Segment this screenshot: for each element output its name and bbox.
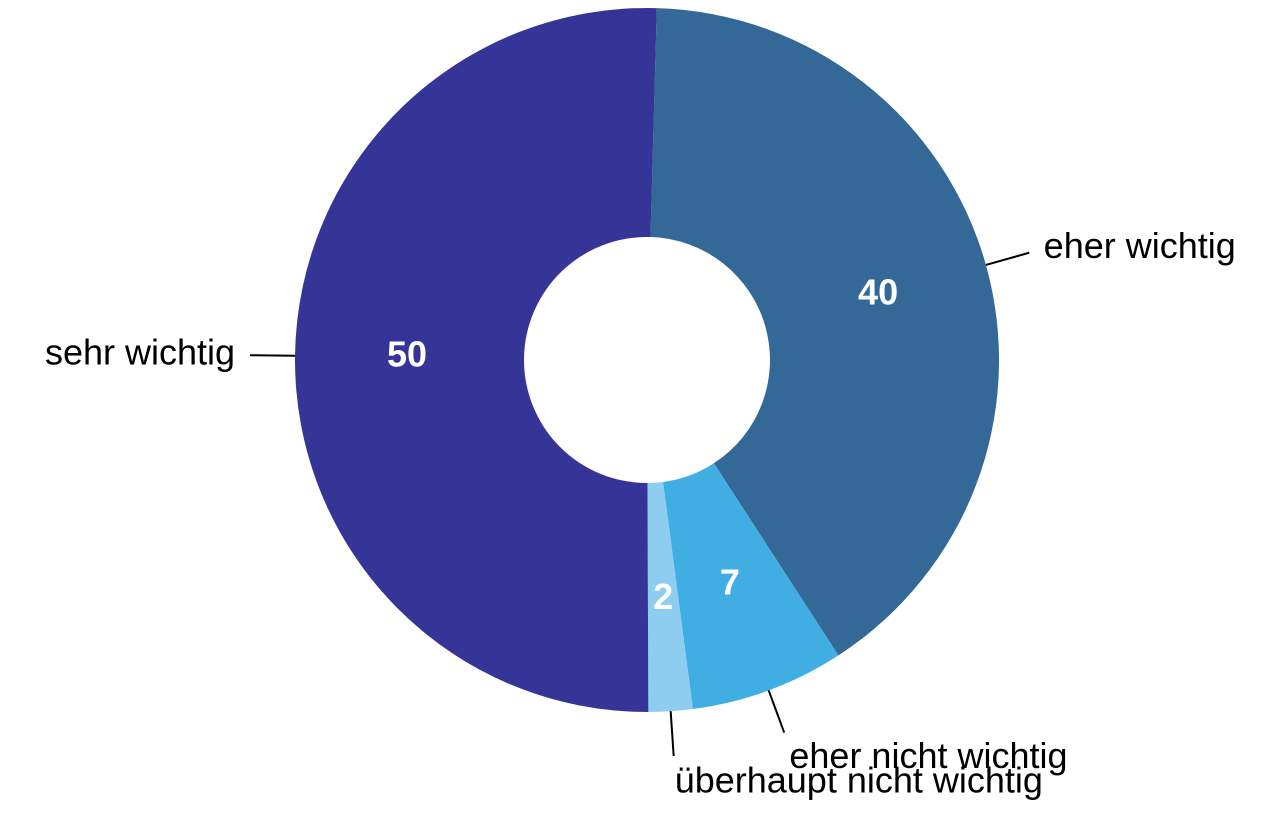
donut-slice xyxy=(650,8,999,656)
category-label: eher nicht wichtig xyxy=(789,735,1067,776)
leader-line xyxy=(250,354,296,357)
leader-line xyxy=(985,251,1030,266)
donut-slice xyxy=(647,481,693,712)
category-label: überhaupt nicht wichtig xyxy=(675,760,1043,801)
leader-line xyxy=(767,689,786,733)
value-label: 50 xyxy=(387,334,427,375)
donut-slice xyxy=(663,463,839,709)
category-label: sehr wichtig xyxy=(45,332,235,373)
value-label: 40 xyxy=(858,272,898,313)
donut-slice xyxy=(295,8,657,713)
leader-line xyxy=(669,711,675,757)
category-label: eher wichtig xyxy=(1044,225,1236,266)
value-label: 7 xyxy=(720,562,740,603)
value-label: 2 xyxy=(653,576,673,617)
